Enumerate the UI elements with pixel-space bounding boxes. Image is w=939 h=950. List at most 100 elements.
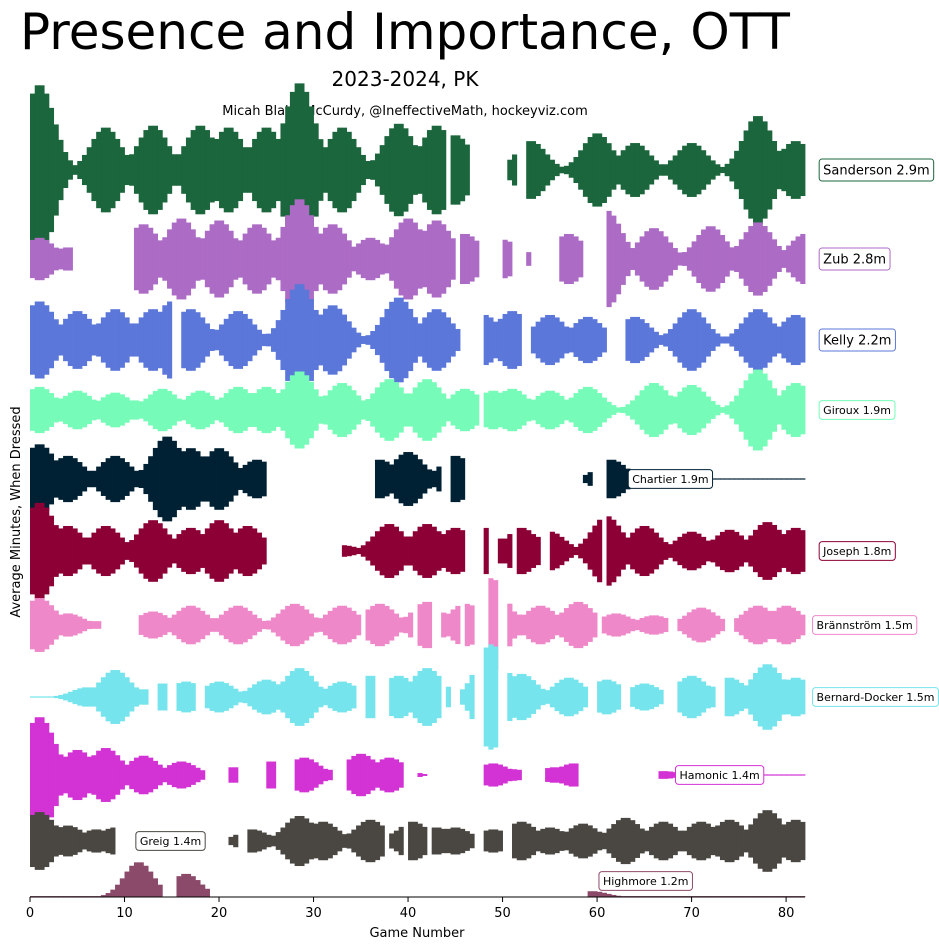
presence-segment — [408, 681, 414, 713]
presence-segment — [469, 674, 475, 720]
presence-segment — [502, 390, 508, 430]
presence-segment — [677, 681, 683, 713]
presence-segment — [294, 371, 300, 449]
presence-segment — [691, 384, 697, 436]
presence-segment — [332, 683, 338, 711]
presence-segment — [219, 220, 225, 298]
presence-segment — [190, 876, 196, 897]
presence-segment — [696, 533, 702, 569]
presence-segment — [143, 312, 149, 368]
presence-segment — [639, 319, 645, 361]
presence-segment — [138, 137, 144, 203]
presence-segment — [105, 394, 111, 426]
presence-segment — [786, 530, 792, 572]
presence-segment — [67, 825, 73, 857]
presence-segment — [133, 862, 140, 897]
presence-segment — [143, 612, 149, 638]
presence-segment — [261, 227, 267, 291]
presence-segment — [795, 141, 801, 199]
presence-segment — [597, 831, 603, 851]
presence-segment — [573, 546, 579, 556]
presence-segment — [615, 461, 622, 497]
presence-segment — [119, 312, 125, 368]
presence-segment — [611, 519, 617, 583]
presence-segment — [450, 394, 456, 426]
presence-segment — [30, 93, 36, 247]
presence-segment — [185, 605, 192, 645]
presence-segment — [748, 478, 754, 480]
x-tick-label: 70 — [683, 906, 700, 921]
presence-segment — [441, 224, 447, 294]
presence-segment — [554, 614, 560, 636]
presence-segment — [753, 818, 759, 864]
presence-segment — [611, 681, 617, 713]
presence-segment — [790, 478, 796, 480]
presence-segment — [597, 133, 603, 207]
presence-segment — [100, 462, 107, 496]
presence-segment — [67, 313, 73, 367]
presence-segment — [346, 545, 352, 557]
presence-segment — [105, 893, 111, 897]
presence-segment — [592, 612, 598, 638]
presence-segment — [162, 615, 168, 635]
presence-segment — [261, 127, 267, 213]
presence-segment — [436, 675, 442, 719]
presence-segment — [133, 227, 140, 291]
presence-segment — [710, 612, 716, 638]
presence-segment — [332, 305, 338, 375]
presence-segment — [502, 766, 508, 784]
presence-segment — [195, 312, 201, 368]
presence-segment — [242, 147, 248, 193]
presence-segment — [242, 313, 248, 367]
presence-segment — [44, 389, 50, 431]
presence-segment — [417, 459, 423, 499]
presence-segment — [530, 534, 537, 568]
presence-segment — [790, 527, 796, 575]
presence-segment — [152, 233, 158, 285]
presence-segment — [800, 478, 806, 480]
presence-segment — [266, 834, 272, 848]
presence-segment — [233, 688, 239, 706]
presence-segment — [455, 827, 461, 855]
presence-segment — [549, 686, 555, 708]
presence-segment — [30, 447, 36, 511]
presence-segment — [242, 389, 248, 431]
presence-segment — [167, 146, 173, 194]
presence-segment — [219, 324, 225, 356]
presence-segment — [48, 696, 55, 698]
presence-segment — [261, 537, 267, 565]
presence-segment — [129, 760, 135, 790]
presence-segment — [327, 823, 333, 859]
presence-segment — [535, 143, 541, 197]
presence-segment — [266, 620, 272, 630]
presence-segment — [422, 601, 428, 649]
presence-segment — [786, 143, 792, 197]
presence-segment — [67, 455, 73, 503]
presence-segment — [280, 389, 286, 431]
x-tick-label: 10 — [116, 906, 133, 921]
presence-segment — [129, 154, 135, 186]
presence-segment — [44, 447, 50, 511]
presence-segment — [592, 828, 598, 854]
presence-segment — [360, 753, 366, 797]
presence-segment — [587, 825, 593, 857]
presence-segment — [365, 541, 371, 561]
presence-segment — [800, 774, 806, 776]
presence-segment — [256, 681, 262, 713]
presence-segment — [450, 135, 456, 205]
chart-subtitle: 2023-2024, PK — [331, 67, 479, 91]
presence-segment — [686, 531, 692, 571]
presence-segment — [719, 166, 726, 174]
presence-segment — [776, 818, 782, 864]
presence-segment — [39, 444, 45, 514]
presence-segment — [247, 393, 253, 427]
presence-segment — [157, 884, 163, 897]
presence-segment — [686, 247, 692, 271]
presence-segment — [337, 830, 343, 852]
presence-segment — [346, 683, 352, 711]
player-label-giroux: Giroux 1.9m — [823, 404, 891, 417]
presence-segment — [247, 227, 253, 291]
presence-segment — [252, 684, 258, 710]
presence-segment — [450, 609, 456, 641]
presence-segment — [644, 385, 650, 435]
